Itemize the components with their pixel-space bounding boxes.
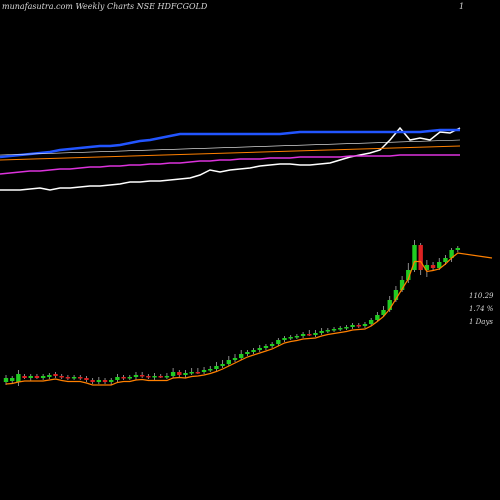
candle-up — [449, 250, 454, 258]
candle-up — [381, 310, 386, 315]
candle-down — [307, 334, 312, 336]
candle-up — [28, 376, 33, 378]
candle-down — [102, 380, 108, 382]
candle-up — [9, 378, 15, 381]
period-label: 1 Days — [469, 318, 494, 326]
candle-up — [16, 374, 21, 382]
candle-up — [443, 258, 448, 262]
candle-up — [331, 329, 337, 331]
candle-up — [350, 325, 355, 327]
moving-average-lines — [0, 126, 461, 191]
candle-down — [121, 377, 126, 379]
candle-up — [263, 346, 269, 348]
candle-up — [40, 376, 46, 378]
candle-up — [3, 378, 9, 382]
change-label: 1.74 % — [469, 305, 494, 313]
candle-down — [34, 376, 40, 378]
candle-up — [368, 320, 374, 324]
candle-up — [226, 360, 232, 364]
candle-up — [127, 377, 132, 379]
candle-up — [220, 364, 225, 366]
candle-up — [412, 245, 417, 270]
candle-up — [189, 372, 194, 374]
candle-up — [375, 315, 380, 320]
trend-line — [5, 252, 493, 386]
candle-up — [47, 375, 52, 377]
candle-up — [170, 372, 176, 376]
candle-up — [257, 348, 262, 350]
candle-down — [59, 376, 64, 378]
candle-up — [362, 324, 368, 326]
candle-down — [177, 372, 182, 375]
ma-series-line-1 — [0, 126, 461, 191]
candle-up — [288, 337, 293, 339]
candle-down — [195, 372, 201, 374]
title-text: Weekly Charts NSE HDFCGOLD — [75, 2, 208, 11]
candle-up — [437, 262, 442, 268]
candle-up — [325, 330, 331, 332]
candle-up — [294, 336, 300, 338]
ma-series-line-3 — [0, 154, 460, 175]
candle-up — [214, 366, 219, 369]
candle-down — [418, 245, 423, 270]
candle-down — [356, 325, 361, 327]
candle-up — [109, 380, 114, 382]
candle-up — [344, 327, 349, 329]
candle-up — [424, 265, 430, 270]
candle-up — [183, 373, 188, 375]
chart-title: munafasutra.com Weekly Charts NSE HDFCGO… — [2, 2, 207, 11]
ma-band-2 — [0, 145, 461, 161]
candle-up — [276, 340, 281, 344]
candle-up — [115, 377, 120, 380]
candle-up — [313, 333, 318, 335]
candle-up — [238, 354, 244, 358]
candle-down — [158, 376, 163, 378]
trend-line-path — [5, 252, 493, 386]
candle-up — [282, 338, 287, 340]
ma-band-1 — [0, 139, 461, 156]
site-watermark: munafasutra.com — [2, 2, 73, 11]
candle-up — [96, 380, 102, 382]
candle-down — [139, 375, 145, 377]
candle-up — [251, 350, 256, 352]
candle-down — [78, 377, 83, 379]
candle-up — [133, 375, 139, 377]
candlestick-series — [3, 240, 461, 386]
candle-up — [319, 331, 324, 333]
candle-up — [152, 376, 157, 378]
candle-up — [208, 369, 213, 371]
price-label: 110.29 — [469, 292, 494, 300]
candle-down — [53, 374, 58, 376]
candle-down — [84, 378, 89, 380]
ma-series-line-2 — [0, 128, 460, 159]
candle-up — [399, 280, 405, 290]
candle-up — [71, 377, 77, 379]
candle-down — [146, 376, 151, 378]
corner-mark: 1 — [459, 2, 465, 11]
candle-up — [164, 376, 170, 378]
candle-up — [245, 352, 250, 354]
candle-up — [393, 290, 399, 300]
candle-up — [406, 270, 411, 280]
candle-up — [201, 370, 207, 372]
candle-up — [269, 344, 275, 346]
candle-up — [338, 328, 343, 330]
candle-up — [387, 300, 392, 310]
candle-up — [232, 358, 238, 360]
candle-down — [22, 376, 27, 378]
candle-up — [300, 334, 306, 336]
candle-up — [455, 248, 461, 250]
candle-down — [90, 380, 95, 382]
candle-down — [65, 377, 71, 379]
candle-down — [430, 265, 436, 268]
